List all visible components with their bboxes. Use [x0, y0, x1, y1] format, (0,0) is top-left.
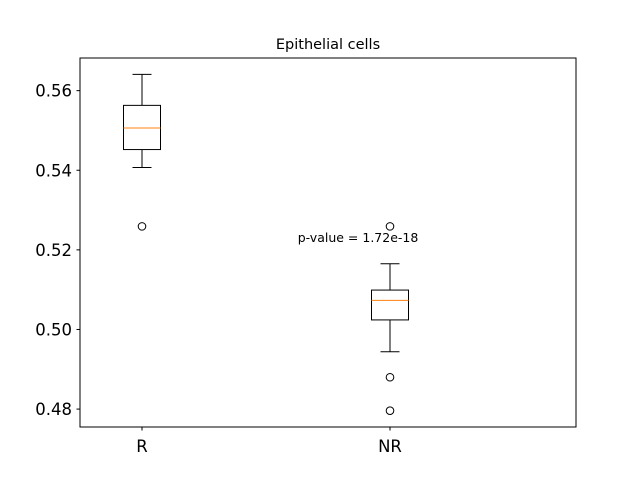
y-tick-label: 0.48	[35, 400, 72, 419]
outlier-point	[385, 222, 395, 231]
box-group-r	[123, 73, 161, 231]
boxes-layer	[123, 73, 409, 415]
x-axis: R NR	[136, 427, 402, 456]
box-group-nr	[371, 222, 409, 415]
p-value-annotation: p-value = 1.72e-18	[298, 230, 419, 245]
x-tick-label: R	[136, 437, 147, 456]
plot-area-frame	[79, 57, 577, 428]
outlier-point	[385, 406, 395, 415]
outlier-point	[137, 222, 147, 231]
x-tick-label: NR	[378, 437, 402, 456]
iqr-box	[123, 104, 161, 151]
outlier-point	[385, 372, 395, 382]
chart-title: Epithelial cells	[276, 37, 380, 53]
y-tick-label: 0.52	[35, 241, 72, 260]
iqr-box	[371, 289, 409, 321]
y-tick-label: 0.54	[35, 161, 72, 180]
y-tick-label: 0.56	[35, 82, 72, 101]
y-tick-label: 0.50	[35, 320, 72, 339]
y-axis: 0.48 0.50 0.52 0.54 0.56	[35, 82, 80, 419]
